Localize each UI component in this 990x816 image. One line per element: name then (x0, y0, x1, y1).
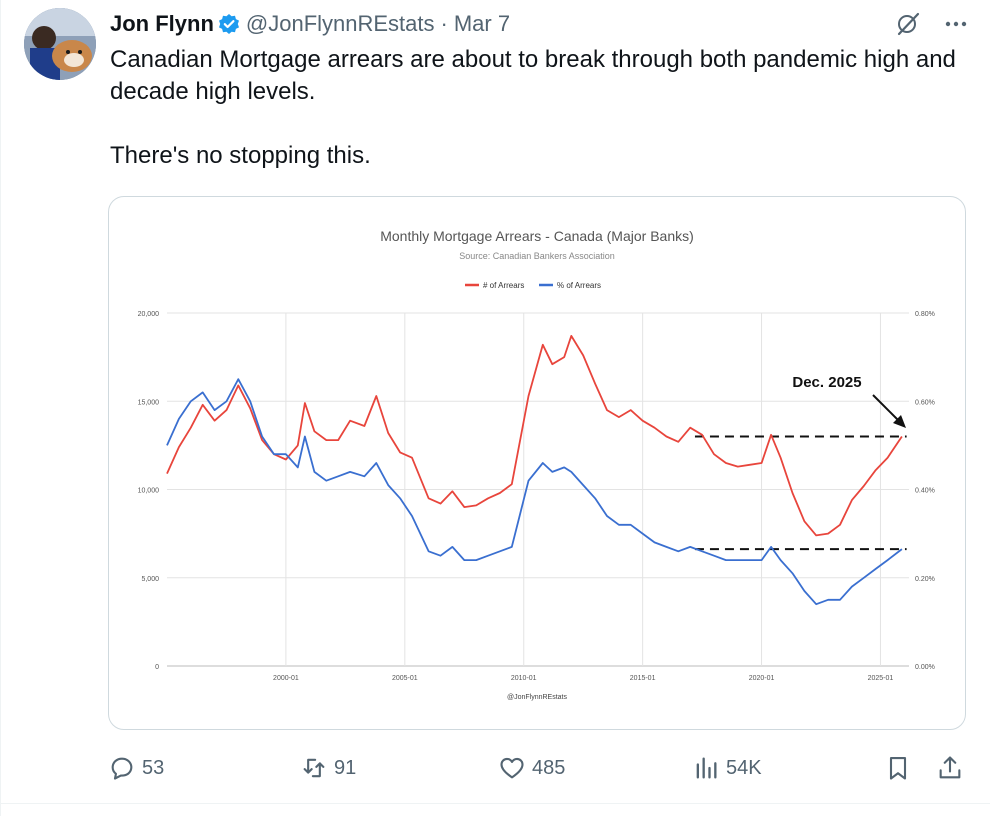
views-icon (696, 757, 717, 779)
x-tick-label: 2000-01 (273, 675, 299, 682)
views-button[interactable]: 54K (692, 748, 762, 788)
y-right-tick-label: 0.00% (915, 664, 935, 671)
x-tick-label: 2010-01 (511, 675, 537, 682)
x-tick-label: 2020-01 (749, 675, 775, 682)
bookmark-button[interactable] (884, 748, 918, 788)
reference-lines (694, 435, 907, 551)
tweet-header: Jon Flynn @JonFlynnREstats · Mar 7 (110, 8, 510, 40)
author-handle[interactable]: @JonFlynnREstats (245, 11, 435, 36)
x-tick-label: 2025-01 (868, 675, 894, 682)
bookmark-icon (889, 757, 907, 780)
separator-dot: · (440, 11, 448, 36)
chart-legend: # of Arrears % of Arrears (465, 281, 601, 290)
share-button[interactable] (936, 748, 970, 788)
tweet-text-line: Canadian Mortgage arrears are about to b… (110, 46, 956, 105)
arrears-chart: Monthly Mortgage Arrears - Canada (Major… (138, 228, 935, 701)
series-line-arrears (166, 335, 903, 537)
header-actions (894, 10, 970, 38)
chart-series (166, 335, 903, 606)
y-left-tick-label: 5,000 (141, 576, 159, 583)
repost-icon (303, 758, 325, 778)
heart-icon (500, 757, 524, 779)
annotation-arrow (872, 394, 906, 428)
tweet-text-line: There's no stopping this. (110, 142, 371, 169)
chart-annotation: Dec. 2025 (792, 374, 861, 391)
chart-watermark: @JonFlynnREstats (507, 694, 568, 701)
post-date[interactable]: Mar 7 (453, 11, 511, 36)
y-left-tick-label: 10,000 (138, 488, 160, 495)
chart-title: Monthly Mortgage Arrears - Canada (Major… (380, 228, 694, 244)
repost-count: 91 (334, 756, 357, 779)
grok-icon[interactable] (894, 10, 922, 38)
like-button[interactable]: 485 (498, 748, 565, 788)
tweet-text: Canadian Mortgage arrears are about to b… (110, 44, 970, 172)
avatar[interactable] (24, 8, 96, 80)
legend-label-arrears: # of Arrears (483, 281, 524, 290)
x-tick-label: 2005-01 (392, 675, 418, 682)
timeline-border (0, 0, 1, 816)
x-tick-label: 2015-01 (630, 675, 656, 682)
series-line-percent (166, 378, 903, 606)
chart-axes: 0 0.00% 5,000 0.20% 10,000 0.40% 15,000 0.60% 20… (138, 311, 935, 682)
y-right-tick-label: 0.40% (915, 488, 935, 495)
chart-image[interactable]: Monthly Mortgage Arrears - Canada (Major… (108, 196, 966, 730)
author-name[interactable]: Jon Flynn (110, 11, 214, 36)
repost-button[interactable]: 91 (300, 748, 356, 788)
reply-button[interactable]: 53 (108, 748, 164, 788)
reply-count: 53 (142, 756, 165, 779)
more-options-icon[interactable] (942, 10, 970, 38)
y-left-tick-label: 15,000 (138, 399, 160, 406)
chart-grid (167, 312, 909, 667)
reply-icon (111, 757, 133, 780)
like-count: 485 (532, 756, 566, 779)
y-right-tick-label: 0.20% (915, 576, 935, 583)
action-bar: 53 91 485 54K (108, 748, 968, 788)
chart-subtitle: Source: Canadian Bankers Association (459, 251, 615, 261)
tweet-divider (0, 803, 990, 804)
y-right-tick-label: 0.60% (915, 399, 935, 406)
verified-badge-icon (218, 13, 240, 35)
share-icon (939, 756, 961, 779)
y-right-tick-label: 0.80% (915, 311, 935, 318)
y-left-tick-label: 0 (155, 664, 159, 671)
legend-label-percent: % of Arrears (557, 281, 601, 290)
y-left-tick-label: 20,000 (138, 311, 160, 318)
views-count: 54K (726, 756, 762, 779)
